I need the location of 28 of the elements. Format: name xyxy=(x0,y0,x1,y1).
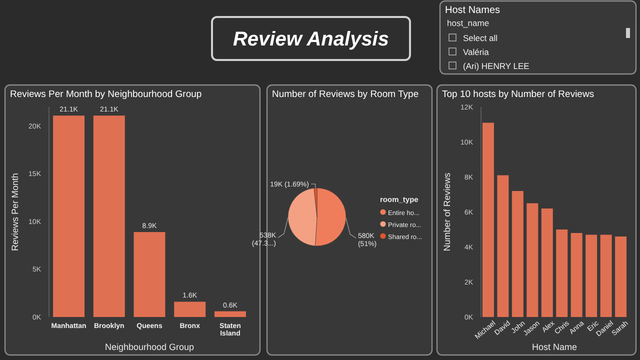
x-axis-title: Host Name xyxy=(532,342,578,352)
text: Select all xyxy=(463,33,498,43)
bar xyxy=(174,302,206,317)
chart-title: Top 10 hosts by Number of Reviews xyxy=(442,89,594,100)
text: Review Analysis xyxy=(232,28,390,50)
bar xyxy=(53,116,85,317)
bar xyxy=(615,236,627,317)
y-axis-title: Number of Reviews xyxy=(442,172,452,252)
text: host_name xyxy=(447,18,490,28)
bar xyxy=(93,116,125,317)
text: Valéria xyxy=(463,47,490,57)
bar xyxy=(134,232,166,317)
bar xyxy=(541,208,553,317)
bar xyxy=(570,233,582,317)
bar xyxy=(497,175,509,317)
bar xyxy=(600,234,612,317)
bar xyxy=(512,191,524,317)
chart-title: Reviews Per Month by Neighbourhood Group xyxy=(10,89,202,100)
bar xyxy=(586,234,598,317)
bar xyxy=(214,311,246,317)
x-axis-title: Neighbourhood Group xyxy=(104,342,194,352)
chart-title: Number of Reviews by Room Type xyxy=(272,89,419,100)
bar xyxy=(482,122,494,317)
bar xyxy=(526,203,538,317)
y-axis-title: Reviews Per Month xyxy=(10,172,20,252)
text: Host Names xyxy=(445,5,500,16)
bar xyxy=(556,230,568,317)
text: (Ari) HENRY LEE xyxy=(463,61,530,71)
